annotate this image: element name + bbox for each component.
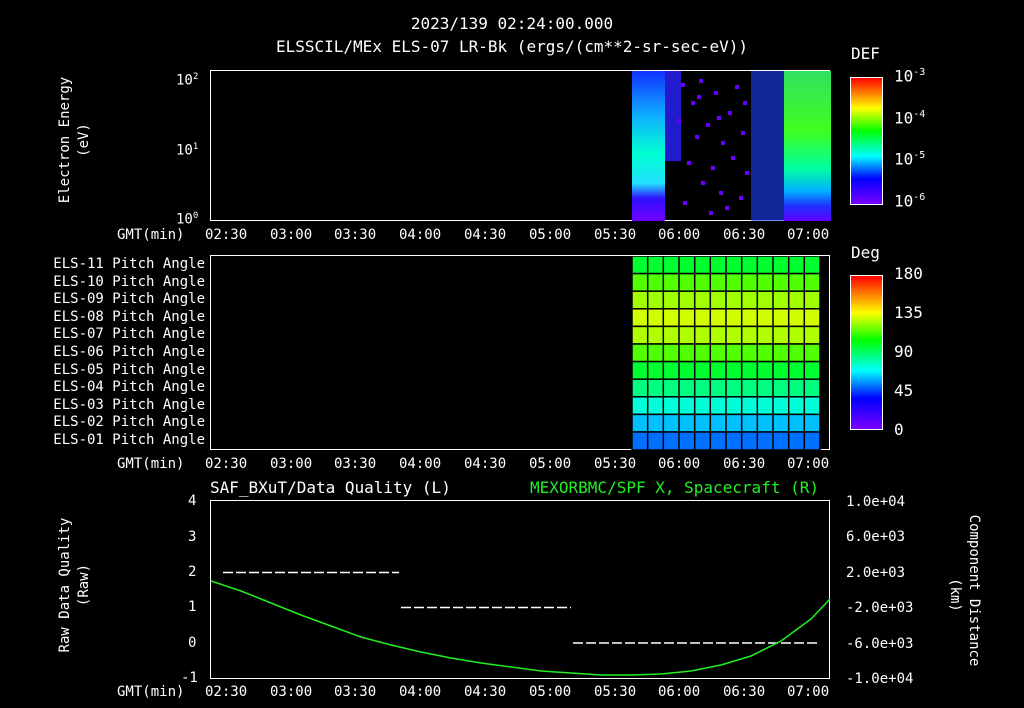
- quality-left-title: SAF_BXuT/Data Quality (L): [210, 478, 451, 497]
- deg-colorbar-title: Deg: [851, 243, 880, 262]
- quality-ytick: 1: [188, 599, 197, 615]
- def-tick-1e-4: 10-4: [894, 108, 926, 128]
- plot-timestamp: 2023/139 02:24:00.000: [410, 14, 614, 33]
- def-colorbar-title: DEF: [851, 44, 880, 63]
- def-tick-1e-6: 10-6: [894, 191, 926, 211]
- pitch-row-label: ELS-11 Pitch Angle: [53, 256, 205, 272]
- pitch-row-label: ELS-05 Pitch Angle: [53, 361, 205, 378]
- quality-ytick: 3: [188, 529, 197, 545]
- quality-ytick: 0: [188, 635, 197, 651]
- quality-ytick: 2: [188, 564, 197, 580]
- deg-colorbar: [850, 275, 883, 430]
- pitch-row-label: ELS-04 Pitch Angle: [53, 379, 205, 396]
- pitch-row-label: ELS-01 Pitch Angle: [53, 432, 205, 448]
- pitch-row-label: ELS-02 Pitch Angle: [53, 414, 205, 431]
- energy-spectrogram-panel: [210, 70, 831, 221]
- quality-ytick: -1: [181, 670, 198, 686]
- pitch-angle-panel: [210, 255, 830, 451]
- pitch-row-label: ELS-10 Pitch Angle: [53, 273, 205, 290]
- quality-time-axis-ticks: 02:30 03:00 03:30 04:00 04:30 05:00 05:3…: [205, 684, 830, 700]
- quality-yunit: (Raw): [76, 563, 92, 607]
- deg-tick-45: 45: [894, 381, 914, 400]
- def-tick-1e-5: 10-5: [894, 149, 926, 169]
- quality-panel: [210, 500, 831, 679]
- energy-ytick-10: 101: [176, 142, 199, 159]
- def-tick-1e-3: 10-3: [894, 66, 926, 86]
- deg-tick-0: 0: [894, 420, 904, 439]
- pitch-row-label: ELS-07 Pitch Angle: [53, 326, 205, 343]
- distance-ylabel: Component Distance: [966, 514, 982, 667]
- deg-tick-90: 90: [894, 342, 914, 361]
- quality-right-title: MEXORBMC/SPF X, Spacecraft (R): [530, 478, 819, 497]
- energy-time-axis-ticks: 02:30 03:00 03:30 04:00 04:30 05:00 05:3…: [205, 227, 830, 243]
- pitch-time-axis-label: GMT(min): [117, 456, 185, 472]
- deg-tick-135: 135: [894, 303, 923, 322]
- energy-time-axis-label: GMT(min): [117, 227, 185, 243]
- pitch-angle-grid: [631, 256, 821, 451]
- quality-line-plot: [211, 571, 831, 676]
- energy-ytick-1: 100: [176, 211, 199, 228]
- quality-ylabel: Raw Data Quality: [57, 517, 73, 653]
- energy-yunit: (eV): [76, 123, 92, 157]
- distance-yunit: (km): [947, 578, 963, 612]
- distance-ytick: 2.0e+03: [846, 565, 906, 581]
- distance-ytick: -6.0e+03: [846, 636, 914, 652]
- energy-ytick-100: 102: [176, 72, 199, 89]
- pitch-row-label: ELS-09 Pitch Angle: [53, 291, 205, 308]
- distance-ytick: -2.0e+03: [846, 600, 914, 616]
- pitch-row-label: ELS-03 Pitch Angle: [53, 396, 205, 413]
- distance-ytick: 6.0e+03: [846, 529, 906, 545]
- quality-ytick: 4: [188, 493, 197, 509]
- deg-tick-180: 180: [894, 264, 923, 283]
- pitch-row-label: ELS-08 Pitch Angle: [53, 308, 205, 325]
- plot-subtitle: ELSSCIL/MEx ELS-07 LR-Bk (ergs/(cm**2-sr…: [275, 37, 748, 56]
- distance-ytick: 1.0e+04: [846, 494, 906, 510]
- energy-ylabel: Electron Energy: [57, 76, 73, 204]
- quality-time-axis-label: GMT(min): [117, 684, 185, 700]
- pitch-row-label: ELS-06 Pitch Angle: [53, 344, 205, 360]
- energy-spectrogram: [632, 71, 831, 221]
- pitch-time-axis-ticks: 02:30 03:00 03:30 04:00 04:30 05:00 05:3…: [205, 456, 830, 472]
- distance-ytick: -1.0e+04: [846, 671, 914, 687]
- def-colorbar: [850, 77, 883, 205]
